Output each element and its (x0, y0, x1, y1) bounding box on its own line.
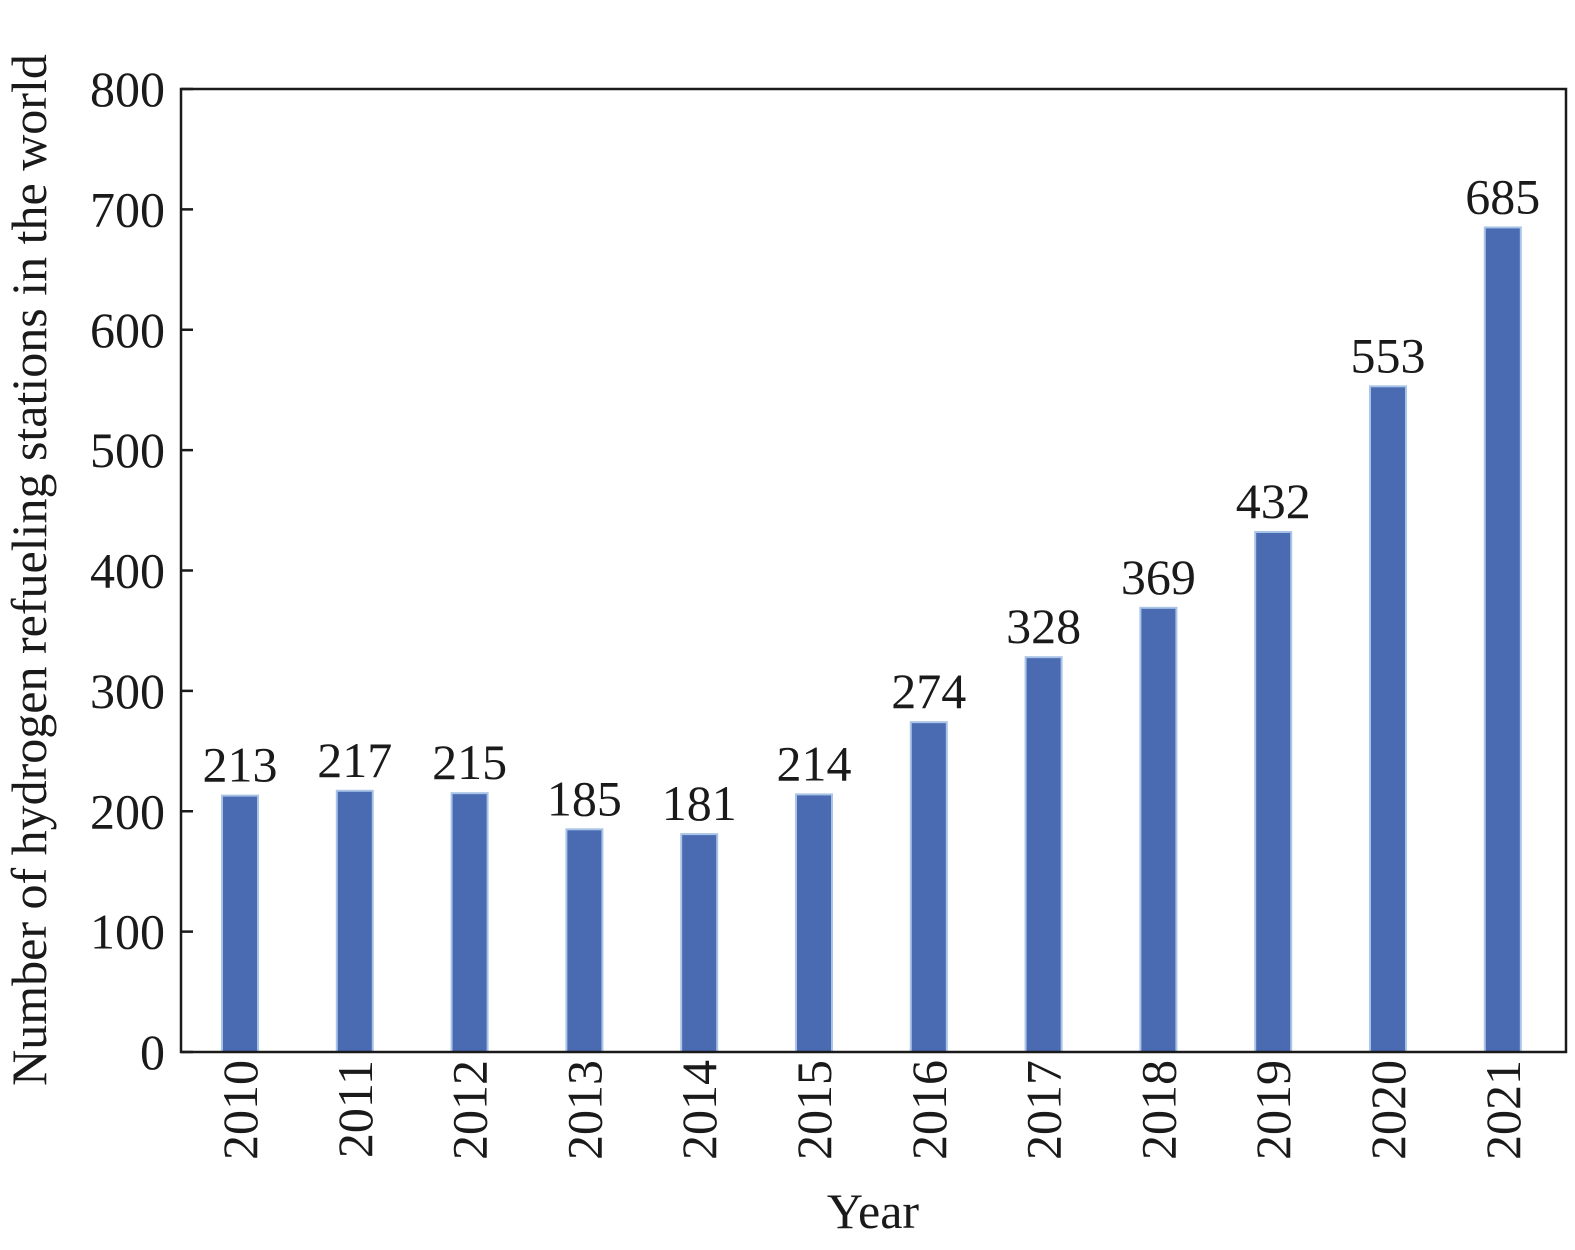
data-label-2015: 214 (777, 735, 852, 791)
y-tick-label-100: 100 (90, 904, 165, 960)
bar-2010 (221, 794, 259, 1053)
bar-2014 (680, 833, 719, 1054)
x-tick-label-2014: 2014 (671, 1060, 727, 1160)
data-label-2020: 553 (1351, 327, 1426, 383)
x-axis-ticks: 2010 2011 2012 2013 2014 2015 2016 2017 2018 2019… (212, 1060, 1531, 1160)
x-tick-label-2010: 2010 (212, 1060, 268, 1160)
bars-group (221, 226, 1522, 1054)
data-labels-group: 213 217 215 185 181 214 274 328 369 432 553 685 (203, 168, 1541, 831)
bar-2021 (1483, 226, 1522, 1053)
x-tick-label-2013: 2013 (556, 1060, 612, 1160)
y-axis-ticks: 0 100 200 300 400 500 600 700 800 (90, 61, 193, 1080)
x-tick-label-2017: 2017 (1016, 1060, 1072, 1160)
data-label-2021: 685 (1465, 168, 1540, 224)
bar-2012 (450, 792, 489, 1053)
bar-2013 (565, 828, 604, 1054)
data-label-2012: 215 (432, 734, 507, 790)
x-tick-label-2016: 2016 (901, 1060, 957, 1160)
y-tick-label-400: 400 (90, 543, 165, 599)
y-tick-label-500: 500 (90, 422, 165, 478)
data-label-2018: 369 (1121, 549, 1196, 605)
data-label-2016: 274 (891, 663, 966, 719)
data-label-2019: 432 (1236, 473, 1311, 529)
y-tick-label-300: 300 (90, 663, 165, 719)
x-tick-label-2011: 2011 (327, 1060, 383, 1158)
x-tick-label-2020: 2020 (1360, 1060, 1416, 1160)
data-label-2011: 217 (317, 732, 392, 788)
bar-2019 (1254, 530, 1293, 1053)
x-tick-label-2018: 2018 (1130, 1060, 1186, 1160)
y-tick-label-700: 700 (90, 181, 165, 237)
x-tick-label-2012: 2012 (442, 1060, 498, 1160)
y-tick-label-600: 600 (90, 302, 165, 358)
y-tick-label-0: 0 (140, 1024, 165, 1080)
data-label-2014: 181 (662, 775, 737, 831)
bar-2011 (335, 789, 374, 1053)
bar-2020 (1369, 385, 1407, 1054)
y-axis-title: Number of hydrogen refueling stations in… (1, 54, 57, 1086)
y-tick-label-200: 200 (90, 783, 165, 839)
y-tick-label-800: 800 (90, 61, 165, 117)
plot-frame (179, 87, 1568, 1054)
bar-2015 (795, 793, 833, 1054)
bar-2018 (1139, 606, 1178, 1053)
x-axis-title: Year (827, 1183, 919, 1239)
data-label-2017: 328 (1006, 598, 1081, 654)
bar-2017 (1024, 656, 1063, 1053)
data-label-2013: 185 (547, 770, 622, 826)
x-tick-label-2021: 2021 (1475, 1060, 1531, 1160)
bar-2016 (909, 721, 948, 1053)
x-tick-label-2015: 2015 (786, 1060, 842, 1160)
x-tick-label-2019: 2019 (1245, 1060, 1301, 1160)
data-label-2010: 213 (203, 737, 278, 793)
